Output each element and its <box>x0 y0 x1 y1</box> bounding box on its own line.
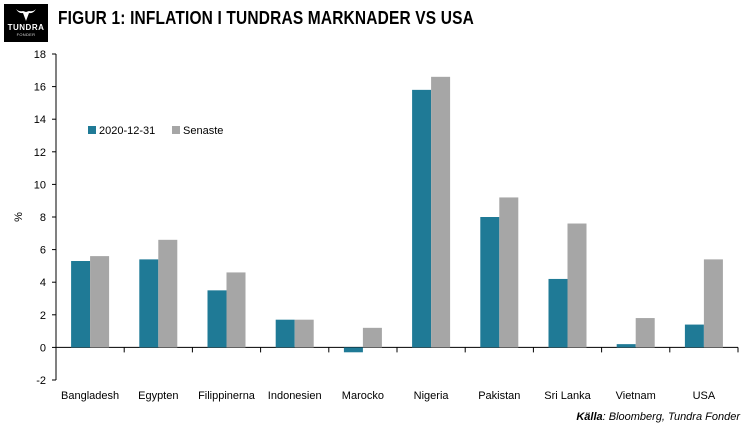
x-tick-label: Sri Lanka <box>544 390 591 402</box>
bar-senaste-nigeria <box>431 76 451 348</box>
y-axis-label: % <box>13 212 25 222</box>
bar-senaste-egypten <box>158 239 178 348</box>
tundra-logo: TUNDRA FONDER <box>4 4 48 42</box>
x-tick-label: USA <box>693 390 716 402</box>
x-tick-label: Indonesien <box>268 390 322 402</box>
x-tick-label: Vietnam <box>616 390 656 402</box>
x-tick-label: Egypten <box>138 390 178 402</box>
y-tick-label: 12 <box>34 147 46 159</box>
bar-2020-12-31-usa <box>684 324 704 348</box>
bar-2020-12-31-pakistan <box>480 217 500 348</box>
bar-2020-12-31-sri-lanka <box>548 278 568 348</box>
bar-senaste-indonesien <box>294 319 314 348</box>
bar-2020-12-31-indonesien <box>275 319 295 348</box>
y-tick-label: 0 <box>40 342 46 354</box>
bull-head-icon <box>16 9 36 21</box>
bar-senaste-sri-lanka <box>567 223 587 348</box>
y-tick-label: 8 <box>40 212 46 224</box>
source-label: Källa <box>576 411 603 423</box>
bar-senaste-filippinerna <box>226 272 246 348</box>
y-tick-label: 10 <box>34 179 46 191</box>
legend-label: Senaste <box>183 125 223 137</box>
x-tick-label: Pakistan <box>478 390 520 402</box>
y-tick-label: -2 <box>36 375 46 387</box>
bar-senaste-marocko <box>362 327 382 348</box>
bar-2020-12-31-egypten <box>139 259 159 348</box>
x-tick-label: Filippinerna <box>198 390 256 402</box>
logo-name: TUNDRA <box>7 23 45 32</box>
bar-senaste-bangladesh <box>90 256 110 348</box>
x-tick-label: Bangladesh <box>61 390 119 402</box>
bar-senaste-vietnam <box>635 318 655 348</box>
y-tick-label: 16 <box>34 82 46 94</box>
bar-senaste-pakistan <box>499 197 519 348</box>
legend-label: 2020-12-31 <box>99 125 155 137</box>
y-tick-label: 4 <box>40 277 46 289</box>
legend-swatch <box>88 126 96 134</box>
bar-senaste-usa <box>703 259 723 348</box>
bar-2020-12-31-vietnam <box>616 344 636 348</box>
legend-swatch <box>172 126 180 134</box>
y-tick-label: 18 <box>34 49 46 61</box>
y-tick-label: 2 <box>40 310 46 322</box>
y-tick-label: 6 <box>40 245 46 257</box>
source-note: Källa: Bloomberg, Tundra Fonder <box>576 411 740 423</box>
bar-2020-12-31-marocko <box>343 347 363 353</box>
bar-2020-12-31-filippinerna <box>207 290 227 348</box>
chart-title: FIGUR 1: INFLATION I TUNDRAS MARKNADER V… <box>58 8 474 28</box>
x-tick-label: Marocko <box>342 390 384 402</box>
logo-subtitle: FONDER <box>16 32 36 37</box>
y-tick-label: 14 <box>34 114 46 126</box>
source-text: : Bloomberg, Tundra Fonder <box>602 411 740 423</box>
bar-2020-12-31-nigeria <box>412 89 432 348</box>
bar-2020-12-31-bangladesh <box>71 261 91 348</box>
x-tick-label: Nigeria <box>414 390 450 402</box>
